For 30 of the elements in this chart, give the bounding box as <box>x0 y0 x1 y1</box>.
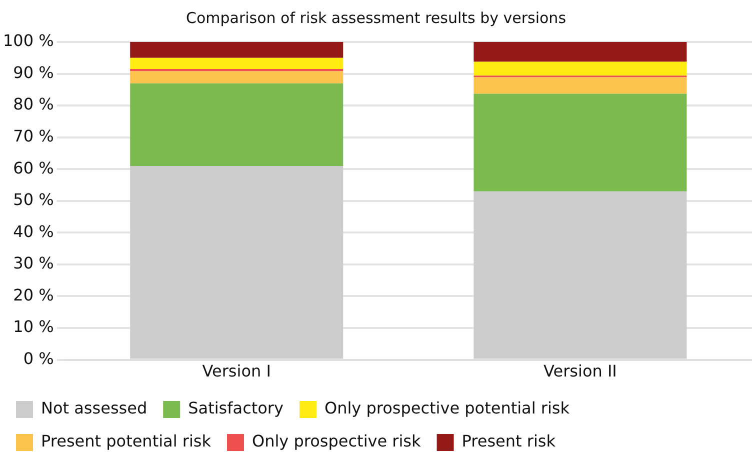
y-tick-label: 100 % <box>3 31 54 50</box>
y-tick-label: 30 % <box>13 254 54 273</box>
x-tick-label: Version I <box>202 362 271 381</box>
y-tick-label: 50 % <box>13 190 54 210</box>
bar <box>130 58 344 70</box>
bar <box>130 166 344 359</box>
bar <box>130 42 344 58</box>
y-tick-label: 20 % <box>13 285 54 304</box>
bar <box>130 71 344 84</box>
y-tick-label: 80 % <box>13 94 54 114</box>
bar <box>130 83 344 166</box>
bar <box>474 94 687 192</box>
legend-label: Not assessed <box>41 398 148 418</box>
y-tick-label: 40 % <box>13 222 54 241</box>
y-tick-label: 0 % <box>23 348 54 368</box>
bar <box>474 191 687 359</box>
legend-label: Present risk <box>462 432 556 451</box>
y-tick-label: 60 % <box>13 158 54 178</box>
bar <box>474 42 687 62</box>
legend-label: Satisfactory <box>188 398 284 418</box>
legend-label: Present potential risk <box>41 432 212 451</box>
bar <box>474 62 687 76</box>
chart-title: Comparison of risk assessment results by versions <box>186 8 566 27</box>
y-tick-label: 70 % <box>13 126 54 146</box>
x-tick-label: Version II <box>544 362 617 381</box>
legend-label: Only prospective potential risk <box>324 398 570 418</box>
y-tick-label: 90 % <box>13 62 54 82</box>
legend-label: Only prospective risk <box>252 432 422 451</box>
bar <box>474 77 687 94</box>
y-tick-label: 10 % <box>13 317 54 336</box>
